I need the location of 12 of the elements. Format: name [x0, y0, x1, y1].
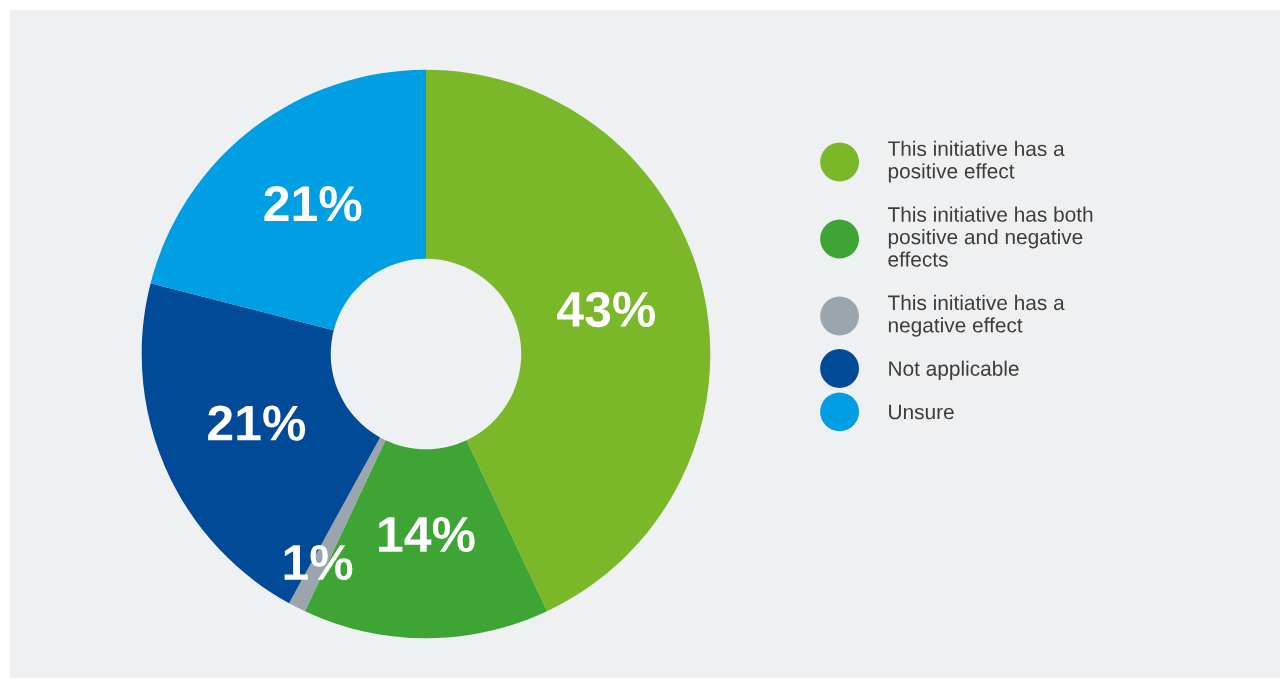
legend-label: This initiative has a positive effect: [887, 140, 1065, 183]
legend-label: Not applicable: [889, 360, 1019, 381]
legend-label: Unsure: [889, 404, 954, 420]
legend-label: This initiative has a negative effect: [887, 294, 1065, 337]
data-label: 21%: [208, 405, 306, 441]
data-label: 1%: [284, 544, 353, 581]
legend-label: This initiative has both positive and negative effects: [887, 206, 1093, 267]
donut-slice: [141, 283, 381, 604]
data-label: 14%: [379, 516, 475, 553]
donut-slice: [150, 69, 426, 331]
data-label: 21%: [264, 185, 362, 222]
data-label: 43%: [557, 291, 656, 328]
